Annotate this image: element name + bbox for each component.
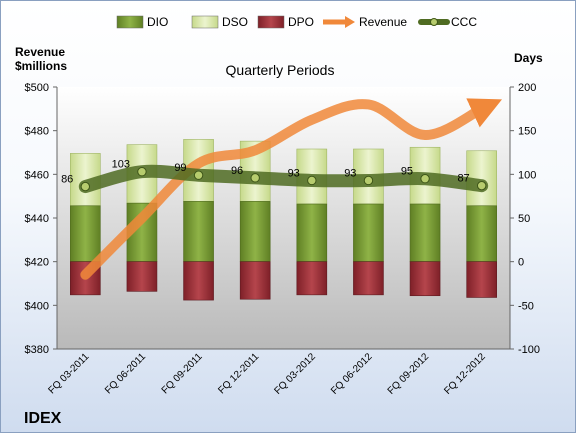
ccc-point xyxy=(476,180,487,191)
right-tick-label: -50 xyxy=(518,300,534,312)
dpo-bar xyxy=(126,261,158,292)
dio-bar xyxy=(353,203,384,262)
ccc-point xyxy=(307,175,317,186)
legend-swatch-dpo xyxy=(257,15,285,29)
left-axis-title-line2: $millions xyxy=(15,59,67,73)
x-tick-label: FQ 09-2012 xyxy=(386,351,432,397)
company-label: IDEX xyxy=(24,410,62,427)
ccc-point xyxy=(137,167,147,177)
left-axis: $380 $400 $420 $440 $460 $480 $500 xyxy=(25,82,58,356)
dio-bar xyxy=(239,201,271,262)
ccc-data-label: 86 xyxy=(61,174,73,186)
x-tick-label: FQ 03-2011 xyxy=(46,351,91,396)
ccc-line xyxy=(78,164,489,194)
x-tick-label: FQ 03-2012 xyxy=(272,351,318,397)
left-tick-label: $440 xyxy=(25,213,49,225)
legend-swatch-dso xyxy=(191,15,219,29)
ccc-point xyxy=(80,181,91,192)
dio-bar xyxy=(296,203,328,262)
right-tick-label: 200 xyxy=(518,82,536,94)
ccc-series: 86 103 99 96 93 93 95 87 xyxy=(61,159,489,194)
left-axis-title-line1: Revenue xyxy=(15,45,65,59)
dpo-bar xyxy=(466,261,497,298)
dpo-bar xyxy=(353,261,384,296)
legend: DIO DSO DPO Revenue CCC xyxy=(116,15,477,29)
right-tick-label: 100 xyxy=(518,169,536,181)
legend-marker-ccc xyxy=(430,18,438,26)
dpo-bar xyxy=(183,261,214,301)
ccc-data-label: 103 xyxy=(112,159,130,171)
x-axis: FQ 03-2011 FQ 06-2011 FQ 09-2011 FQ 12-2011… xyxy=(46,351,488,397)
legend-swatch-dio xyxy=(116,15,144,29)
dpo-bar xyxy=(409,261,441,297)
dio-bar xyxy=(70,205,101,262)
x-tick-label: FQ 12-2011 xyxy=(216,351,261,396)
left-tick-label: $400 xyxy=(25,300,49,312)
dio-bar xyxy=(183,201,214,262)
legend-label-revenue: Revenue xyxy=(359,15,407,29)
x-tick-label: FQ 06-2012 xyxy=(329,351,375,397)
x-tick-label: FQ 06-2011 xyxy=(103,351,148,396)
right-tick-label: 150 xyxy=(518,126,536,138)
right-tick-label: -100 xyxy=(518,344,540,356)
ccc-point xyxy=(193,170,204,180)
legend-arrowhead xyxy=(345,16,355,28)
x-tick-label: FQ 12-2012 xyxy=(442,351,488,397)
dpo-bar xyxy=(296,261,328,296)
ccc-point xyxy=(420,174,430,184)
right-axis: -100 -50 0 50 100 150 200 xyxy=(57,82,540,356)
legend-label-ccc: CCC xyxy=(451,15,477,29)
revenue-series xyxy=(80,98,503,280)
ccc-data-label: 93 xyxy=(344,167,356,179)
ccc-data-label: 93 xyxy=(288,167,300,179)
left-tick-label: $420 xyxy=(25,257,49,269)
x-tick-label: FQ 09-2011 xyxy=(160,351,205,396)
left-tick-label: $380 xyxy=(25,344,49,356)
left-tick-label: $480 xyxy=(25,126,49,138)
dio-bar xyxy=(466,205,497,262)
dpo-bar xyxy=(239,261,271,300)
right-tick-label: 0 xyxy=(518,257,524,269)
left-tick-label: $460 xyxy=(25,169,49,181)
legend-label-dio: DIO xyxy=(147,15,168,29)
left-tick-label: $500 xyxy=(25,82,49,94)
revenue-line xyxy=(80,98,503,280)
legend-label-dpo: DPO xyxy=(288,15,314,29)
legend-label-dso: DSO xyxy=(222,15,248,29)
right-axis-title: Days xyxy=(514,51,543,65)
ccc-point xyxy=(250,173,260,183)
ccc-data-label: 95 xyxy=(401,166,413,178)
chart-title: Quarterly Periods xyxy=(226,62,335,78)
ccc-data-label: 87 xyxy=(457,173,469,185)
ccc-data-label: 99 xyxy=(174,162,186,174)
right-tick-label: 50 xyxy=(518,213,530,225)
ccc-point xyxy=(363,175,374,186)
ccc-data-label: 96 xyxy=(231,165,243,177)
dio-bar xyxy=(409,203,441,262)
